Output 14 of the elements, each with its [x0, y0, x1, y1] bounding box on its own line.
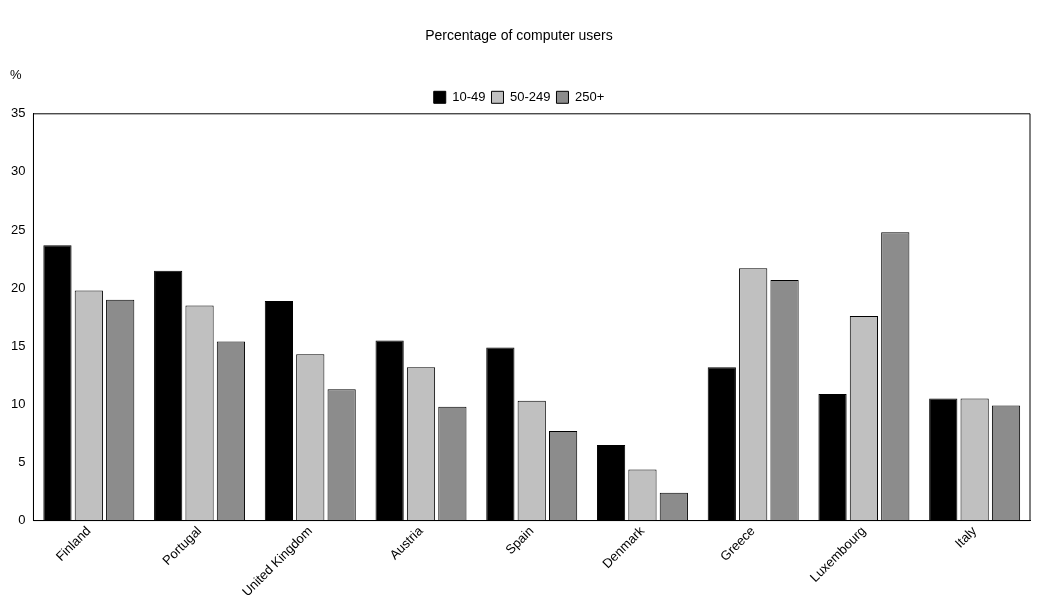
y-tick-label: 10 — [10, 395, 26, 411]
y-tick-label: 30 — [10, 163, 26, 179]
y-tick-label: 25 — [10, 221, 26, 237]
y-tick-label: 35 — [10, 105, 26, 121]
y-tick-label: 0 — [18, 512, 26, 528]
y-tick-label: 20 — [10, 279, 26, 295]
legend-label: 10-49 — [452, 88, 486, 104]
x-tick-label: Italy — [951, 522, 980, 551]
legend-label: 250+ — [574, 88, 605, 104]
y-tick-label: 15 — [10, 337, 26, 353]
y-axis-title: % — [10, 66, 22, 82]
chart-title: Percentage of computer users — [425, 27, 613, 44]
legend-label: 50-249 — [509, 88, 551, 104]
y-tick-label: 5 — [18, 454, 26, 470]
